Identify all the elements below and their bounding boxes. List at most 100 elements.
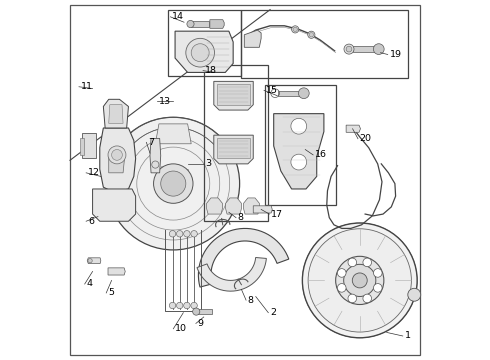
Polygon shape — [155, 124, 191, 144]
Circle shape — [373, 269, 382, 277]
Text: 14: 14 — [172, 12, 184, 21]
Circle shape — [170, 230, 176, 237]
Circle shape — [153, 164, 193, 203]
Text: 8: 8 — [238, 213, 244, 222]
Polygon shape — [191, 22, 209, 27]
Circle shape — [348, 294, 357, 303]
Text: 10: 10 — [175, 324, 187, 333]
Polygon shape — [87, 258, 101, 264]
Circle shape — [293, 27, 297, 32]
Circle shape — [193, 308, 200, 315]
Polygon shape — [161, 166, 170, 191]
Text: 4: 4 — [87, 279, 93, 288]
Text: 8: 8 — [248, 296, 254, 305]
Polygon shape — [218, 138, 250, 158]
Circle shape — [352, 273, 367, 288]
Polygon shape — [198, 229, 289, 287]
Polygon shape — [207, 198, 222, 214]
Circle shape — [309, 33, 314, 37]
Text: 9: 9 — [197, 319, 204, 328]
Circle shape — [344, 44, 354, 54]
Circle shape — [170, 302, 176, 309]
Polygon shape — [109, 105, 123, 123]
Text: 20: 20 — [360, 134, 372, 143]
Polygon shape — [150, 138, 161, 173]
Text: 18: 18 — [205, 66, 217, 75]
Circle shape — [343, 264, 376, 297]
Text: 6: 6 — [88, 217, 94, 226]
Circle shape — [292, 26, 299, 33]
Circle shape — [88, 258, 92, 263]
Circle shape — [336, 256, 384, 305]
Circle shape — [161, 171, 186, 196]
Circle shape — [191, 230, 197, 237]
Bar — [168, 10, 242, 76]
Polygon shape — [177, 169, 188, 191]
Polygon shape — [225, 198, 242, 214]
Polygon shape — [82, 134, 96, 158]
Circle shape — [186, 39, 215, 67]
Polygon shape — [108, 268, 125, 275]
Text: 7: 7 — [148, 138, 154, 147]
Circle shape — [191, 44, 209, 62]
Circle shape — [302, 223, 417, 338]
Polygon shape — [353, 46, 376, 52]
Polygon shape — [274, 114, 324, 189]
Polygon shape — [103, 99, 128, 128]
Circle shape — [176, 302, 183, 309]
Circle shape — [346, 46, 352, 52]
Bar — [242, 10, 408, 78]
Text: 5: 5 — [108, 288, 114, 297]
Polygon shape — [197, 309, 212, 314]
Circle shape — [338, 284, 346, 292]
Circle shape — [348, 258, 357, 267]
Circle shape — [152, 161, 159, 168]
Text: 15: 15 — [266, 86, 278, 95]
Polygon shape — [109, 155, 125, 173]
Polygon shape — [278, 91, 302, 96]
Circle shape — [373, 44, 384, 54]
Polygon shape — [197, 257, 267, 291]
Circle shape — [373, 284, 382, 292]
Circle shape — [291, 154, 307, 170]
Text: 17: 17 — [271, 210, 283, 219]
Circle shape — [108, 146, 126, 164]
Text: 3: 3 — [205, 159, 212, 168]
Circle shape — [308, 229, 412, 332]
Text: 2: 2 — [270, 308, 276, 317]
Circle shape — [187, 21, 194, 28]
Circle shape — [291, 118, 307, 134]
Circle shape — [298, 88, 309, 99]
Polygon shape — [218, 84, 250, 105]
Bar — [265, 85, 337, 205]
Circle shape — [176, 230, 183, 237]
Polygon shape — [245, 30, 261, 47]
Polygon shape — [214, 81, 253, 110]
Polygon shape — [244, 198, 259, 214]
Text: 16: 16 — [315, 150, 327, 159]
Circle shape — [302, 223, 417, 338]
Text: 13: 13 — [159, 96, 171, 105]
Circle shape — [363, 258, 371, 267]
Circle shape — [184, 230, 190, 237]
Polygon shape — [93, 189, 136, 221]
Text: 11: 11 — [81, 82, 93, 91]
Circle shape — [107, 117, 240, 250]
Text: 1: 1 — [405, 332, 411, 341]
Circle shape — [363, 294, 371, 303]
Text: 19: 19 — [390, 50, 401, 59]
Circle shape — [338, 269, 346, 277]
Polygon shape — [210, 20, 224, 28]
Polygon shape — [346, 125, 361, 132]
Polygon shape — [253, 206, 272, 213]
Circle shape — [308, 31, 315, 39]
Polygon shape — [100, 128, 136, 193]
Text: 12: 12 — [88, 168, 100, 177]
Circle shape — [184, 302, 190, 309]
Polygon shape — [214, 135, 253, 164]
Polygon shape — [80, 138, 84, 155]
Polygon shape — [175, 31, 233, 72]
Circle shape — [191, 302, 197, 309]
Bar — [204, 65, 269, 221]
Circle shape — [408, 288, 421, 301]
